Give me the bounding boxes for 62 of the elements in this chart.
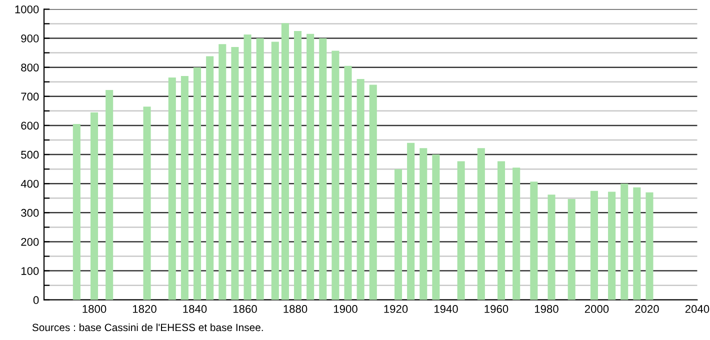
x-tick-label: 1840 bbox=[183, 305, 207, 313]
bar bbox=[271, 42, 279, 300]
bar bbox=[633, 187, 641, 300]
bar bbox=[194, 67, 202, 300]
bar bbox=[218, 44, 226, 300]
y-tick-label: 900 bbox=[21, 34, 39, 42]
x-tick-label: 1800 bbox=[82, 305, 106, 313]
bar bbox=[407, 142, 415, 300]
x-tick-label: 2020 bbox=[635, 305, 659, 313]
x-tick-label: 2000 bbox=[584, 305, 609, 313]
bar bbox=[548, 194, 556, 300]
bar bbox=[477, 148, 485, 300]
x-tick-label: 1900 bbox=[334, 305, 358, 313]
x-tick-label: 1980 bbox=[534, 305, 558, 313]
bar bbox=[457, 161, 465, 300]
bar bbox=[244, 34, 252, 300]
bar bbox=[319, 38, 327, 300]
bar bbox=[394, 169, 402, 300]
bar bbox=[590, 190, 598, 300]
bar bbox=[420, 148, 428, 300]
bar bbox=[432, 154, 440, 300]
bar bbox=[168, 77, 176, 300]
bar bbox=[143, 106, 151, 300]
x-tick-label: 2040 bbox=[685, 305, 710, 313]
bar bbox=[356, 78, 364, 300]
bar bbox=[256, 38, 264, 300]
bar bbox=[106, 90, 114, 300]
bar bbox=[344, 66, 352, 300]
bar bbox=[231, 46, 239, 300]
bar bbox=[646, 192, 654, 300]
y-tick-label: 500 bbox=[21, 150, 39, 159]
bar bbox=[306, 34, 314, 300]
bar bbox=[332, 50, 340, 300]
bar bbox=[620, 184, 628, 300]
y-tick-label: 400 bbox=[20, 180, 39, 188]
y-tick-label: 1000 bbox=[15, 5, 39, 14]
y-tick-label: 700 bbox=[21, 92, 39, 101]
x-tick-label: 1880 bbox=[284, 305, 308, 313]
x-tick-label: 1920 bbox=[384, 305, 408, 313]
y-tick-label: 0 bbox=[33, 296, 39, 304]
bar bbox=[608, 192, 616, 300]
x-tick-label: 1860 bbox=[233, 305, 257, 313]
y-tick-label: 800 bbox=[21, 64, 39, 72]
bar bbox=[497, 161, 506, 300]
bar bbox=[512, 168, 520, 300]
bar bbox=[206, 56, 214, 300]
bar bbox=[294, 30, 302, 300]
y-tick-label: 300 bbox=[21, 208, 39, 217]
bar bbox=[530, 182, 538, 300]
source-note: Sources : base Cassini de l'EHESS et base Insee. bbox=[32, 323, 263, 332]
bar bbox=[180, 76, 188, 300]
x-tick-label: 1820 bbox=[133, 305, 156, 313]
bar bbox=[281, 23, 289, 300]
bar bbox=[369, 84, 377, 300]
y-tick-label: 100 bbox=[21, 267, 39, 275]
x-tick-label: 1960 bbox=[484, 305, 508, 313]
y-tick-label: 600 bbox=[21, 122, 39, 130]
bar bbox=[568, 199, 576, 300]
x-tick-label: 1940 bbox=[434, 305, 458, 313]
y-tick-label: 200 bbox=[21, 238, 39, 246]
bar bbox=[90, 112, 98, 300]
bar bbox=[72, 124, 80, 300]
